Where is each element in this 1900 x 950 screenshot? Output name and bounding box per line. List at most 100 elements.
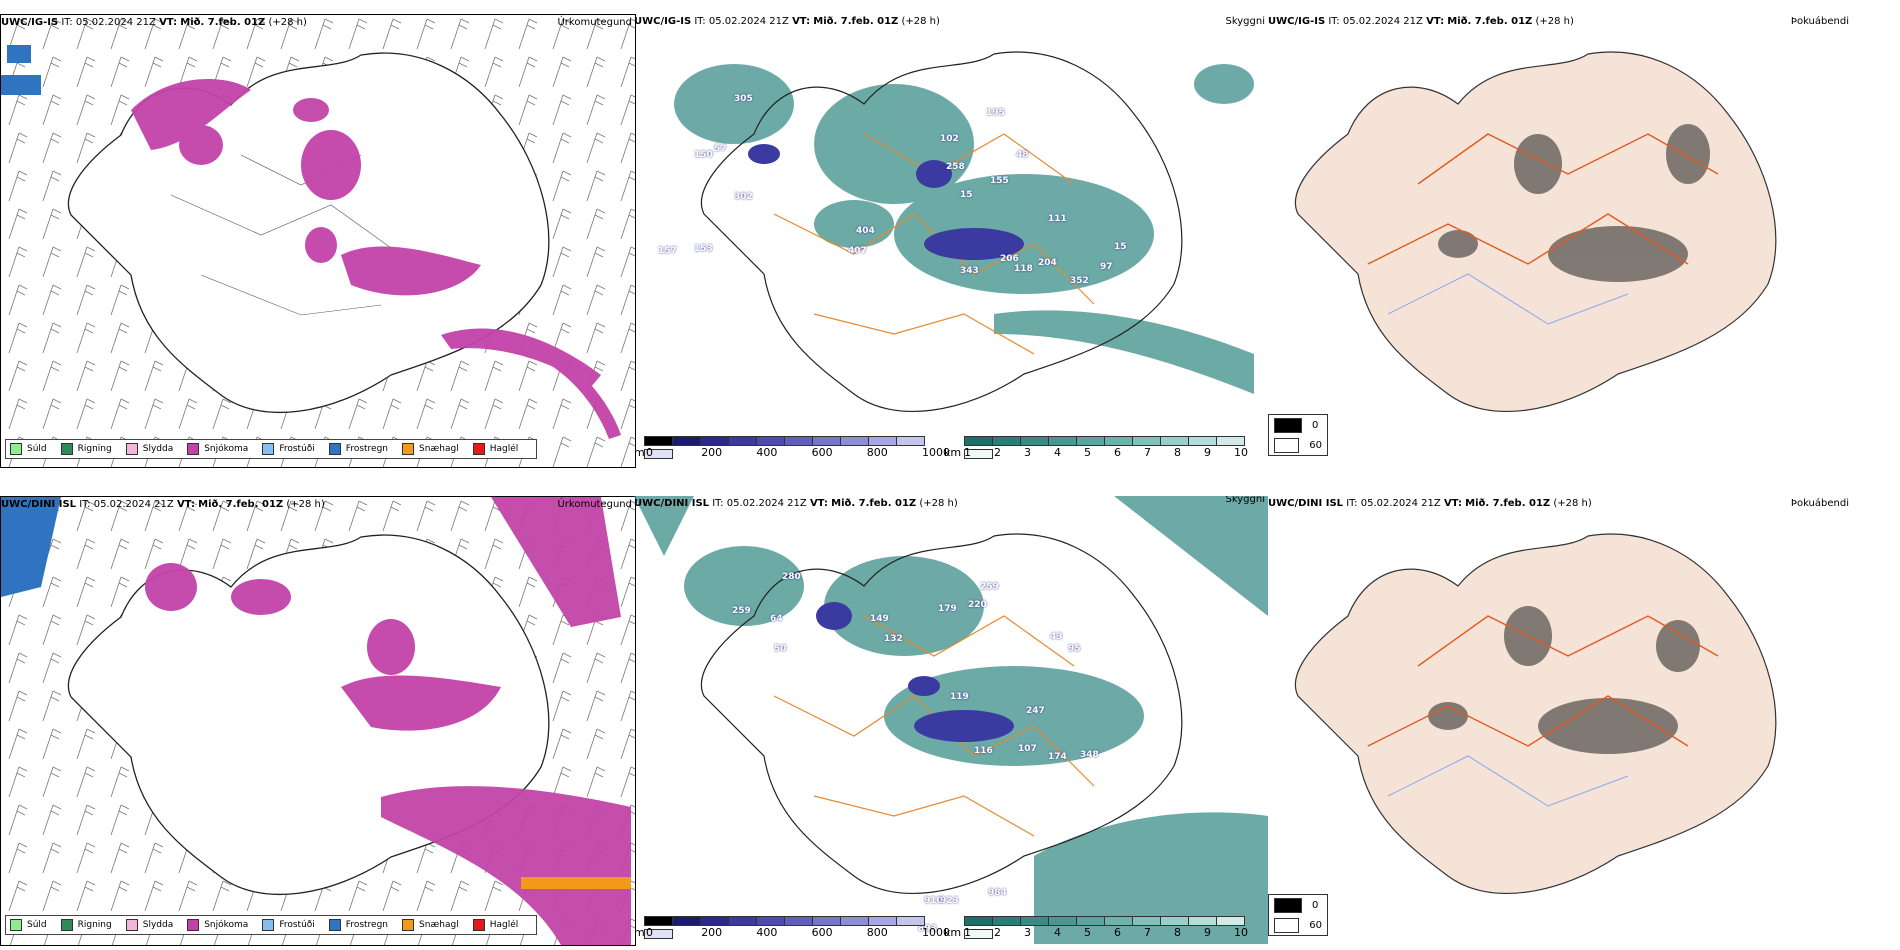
cloud-base-label: 157 — [658, 246, 677, 256]
it-value: 05.02.2024 21Z — [1342, 16, 1423, 27]
colorbar-segment — [812, 436, 841, 446]
colorbar-tick-label: 2 — [994, 446, 1001, 459]
legend-item-2: Slydda — [125, 919, 173, 931]
legend-item-7: Haglél — [472, 919, 518, 931]
legend-label: Snæhagl — [419, 919, 459, 930]
model-name: UWC/IG-IS — [1, 17, 59, 28]
colorbar-tick-label: 1 — [964, 446, 971, 459]
fog-legend-item-0: 0 — [1269, 895, 1327, 915]
colorbar-tick-label: 1000 — [922, 446, 950, 459]
it-label: IT: — [694, 16, 706, 27]
cloud-base-label: 150 — [694, 150, 713, 160]
cloud-header-row2: UWC/DINI ISL IT: 05.02.2024 21Z VT: Mið.… — [634, 498, 958, 510]
cloud-base-label: 302 — [734, 192, 753, 202]
legend-item-6: Snæhagl — [402, 919, 459, 931]
legend-item-7: Haglél — [472, 443, 518, 455]
cloud-base-label: 343 — [960, 266, 979, 276]
colorbar-segment — [644, 436, 673, 446]
vt-value: Mið. 7.feb. 01Z — [831, 498, 917, 509]
cloud-base-label: 259 — [980, 582, 999, 592]
colorbar-tick-label: 7 — [1144, 446, 1151, 459]
colorbar-segment — [840, 916, 869, 926]
precip-title-row2: Úrkomutegund — [557, 499, 632, 510]
cloud-base-label: 984 — [988, 888, 1007, 898]
colorbar-tick-label: 600 — [811, 446, 833, 459]
colorbar-segment — [1132, 436, 1161, 446]
vt-value: Mið. 7.feb. 01Z — [813, 16, 899, 27]
colorbar-tick-label: 6 — [1114, 926, 1121, 939]
cloud-base-label: 259 — [732, 606, 751, 616]
cloud-base-label: 206 — [1000, 254, 1019, 264]
legend-label: Súld — [27, 443, 47, 454]
cloud-base-label: 404 — [856, 226, 875, 236]
legend-swatch — [60, 443, 73, 455]
legend-item-1: Rigning — [60, 443, 112, 455]
fog-title-row1: Þokuábendi — [1790, 16, 1849, 27]
fog-title-row2: Þokuábendi — [1790, 498, 1849, 509]
colorbar-tick-label: 6 — [1114, 446, 1121, 459]
cloud-title-row2: Skyggni — [1225, 496, 1265, 505]
colorbar-tick-label: 8 — [1174, 926, 1181, 939]
cloud-base-label: 119 — [950, 692, 969, 702]
colorbar-segment — [1048, 436, 1077, 446]
it-label: IT: — [1328, 16, 1340, 27]
legend-label: Súld — [27, 919, 47, 930]
colorbar-tick-label: 800 — [866, 926, 888, 939]
colorbar-segment — [756, 436, 785, 446]
legend-label: Frostregn — [345, 919, 389, 930]
cloud-base-label: 153 — [694, 244, 713, 254]
cloud-base-label: 97 — [1100, 262, 1113, 272]
cloud-base-label: 407 — [848, 246, 867, 256]
cloud-base-colorbar-row2: m 0 200 400 600 800 1000 — [634, 916, 950, 942]
fog-map-row1 — [1294, 51, 1777, 412]
precip-panel-row2: UWC/DINI ISL IT: 05.02.2024 21Z VT: Mið.… — [0, 496, 636, 946]
fog-legend-label: 60 — [1309, 439, 1322, 451]
cloud-panel-row1: 305 57 150 302 404 407 153 102 195 258 155 15 48 111 2… — [634, 14, 1268, 466]
model-name: UWC/DINI ISL — [634, 498, 710, 509]
colorbar-segment — [728, 436, 757, 446]
cloud-map-row1 — [674, 51, 1254, 412]
colorbar-tick-label: 5 — [1084, 446, 1091, 459]
legend-label: Snjókoma — [204, 443, 249, 454]
colorbar-tick-label: 400 — [756, 446, 778, 459]
legend-swatch — [125, 919, 138, 931]
colorbar-tick-label: 400 — [756, 926, 778, 939]
legend-item-5: Frostregn — [328, 919, 389, 931]
fog-header-row2: UWC/DINI ISL IT: 05.02.2024 21Z VT: Mið.… — [1268, 498, 1592, 510]
fog-header-row1: UWC/IG-IS IT: 05.02.2024 21Z VT: Mið. 7.… — [1268, 16, 1574, 28]
colorbar-segment — [840, 436, 869, 446]
colorbar-segment — [896, 436, 925, 446]
legend-item-4: Frostúði — [262, 919, 315, 931]
legend-swatch — [187, 443, 200, 455]
fog-legend-swatch — [1274, 417, 1302, 433]
colorbar-tick-label: 9 — [1204, 926, 1211, 939]
colorbar-segment — [964, 436, 993, 446]
colorbar-segment — [784, 436, 813, 446]
colorbar-segment — [812, 916, 841, 926]
colorbar-segment — [1020, 436, 1049, 446]
fog-map-row2 — [1294, 533, 1777, 894]
model-name: UWC/IG-IS — [634, 16, 692, 27]
colorbar-segment — [1076, 916, 1105, 926]
colorbar-segment — [868, 436, 897, 446]
cloud-base-label: 107 — [1018, 744, 1037, 754]
legend-item-6: Snæhagl — [402, 443, 459, 455]
cloud-base-label: 923 — [940, 896, 959, 906]
colorbar-tick-label: 600 — [811, 926, 833, 939]
precip-panel-row1: UWC/IG-IS IT: 05.02.2024 21Z VT: Mið. 7.… — [0, 14, 636, 468]
colorbar-tick-label: 200 — [701, 926, 723, 939]
colorbar-segment — [784, 916, 813, 926]
cloud-base-label: 280 — [782, 572, 801, 582]
legend-swatch — [10, 443, 22, 455]
legend-swatch — [187, 919, 200, 931]
fog-legend-label: 60 — [1309, 919, 1322, 931]
vt-label: VT: — [1443, 498, 1462, 509]
colorbar-tick-label: 1 — [964, 926, 971, 939]
colorbar-segment — [700, 436, 729, 446]
cloud-base-label: 220 — [968, 600, 987, 610]
it-value: 05.02.2024 21Z — [1360, 498, 1441, 509]
colorbar-segment — [964, 449, 993, 459]
cloud-base-label: 258 — [946, 162, 965, 172]
colorbar-segment — [1132, 916, 1161, 926]
colorbar-segment — [1104, 436, 1133, 446]
